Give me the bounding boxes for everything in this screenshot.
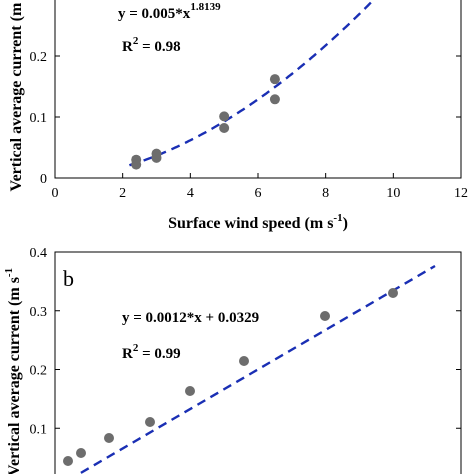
panel-a-x-tick-label: 6 xyxy=(255,186,262,201)
panel-a-r2: R2 = 0.98 xyxy=(122,35,181,55)
panel-b-y-tick-label: 0.3 xyxy=(30,305,48,320)
panel-b-y-tick-label: 0.4 xyxy=(30,246,48,261)
panel-a-points xyxy=(131,74,280,170)
panel-a-y-tick-label: 0 xyxy=(40,172,47,187)
panel-b-y-tick-label: 0.1 xyxy=(30,422,48,437)
panel-a-y-tick-label: 0.2 xyxy=(30,50,48,65)
panel-b-data-point xyxy=(388,288,398,298)
panel-b-data-point xyxy=(145,417,155,427)
panel-a-data-point xyxy=(151,148,162,159)
panel-b-r2: R2 = 0.99 xyxy=(122,342,181,362)
panel-b-fit-line xyxy=(76,264,436,474)
panel-b-data-point xyxy=(63,456,73,466)
panel-b-data-point xyxy=(239,356,249,366)
panel-a-data-point xyxy=(269,94,280,105)
panel-a-x-axis-title: Surface wind speed (m s-1) xyxy=(168,212,348,232)
panel-b-y-axis-title: Vertical average current (m s-1 xyxy=(3,268,23,474)
panel-a-x-tick-label: 10 xyxy=(386,186,400,201)
panel-a-x-tick-label: 12 xyxy=(454,186,468,201)
panel-a-x-tick-label: 2 xyxy=(119,186,126,201)
panel-b-data-point xyxy=(185,386,195,396)
panel-b-data-point xyxy=(104,433,114,443)
panel-a-data-point xyxy=(131,154,142,165)
panel-a-x-tick-label: 0 xyxy=(52,186,59,201)
panel-b-points xyxy=(63,288,398,466)
panel-a-data-point xyxy=(269,74,280,85)
panel-b-equation: y = 0.0012*x + 0.0329 xyxy=(122,310,259,326)
panel-b-y-tick-label: 0.2 xyxy=(30,364,48,379)
panel-b-y-ticks: 0.1 0.2 0.3 0.4 xyxy=(30,246,461,437)
panel-a-y-axis-title: Vertical average current (m s xyxy=(8,0,25,192)
panel-a-data-point xyxy=(219,111,230,122)
panel-a: 0 0.1 0.2 0.3 0 2 4 6 8 10 12 y = 0.005*x1.8139 R… xyxy=(8,0,468,232)
panel-a-fit-line xyxy=(129,0,376,167)
panel-a-x-tick-label: 4 xyxy=(187,186,194,201)
panel-a-equation: y = 0.005*x1.8139 xyxy=(118,1,221,22)
panel-b-label: b xyxy=(63,266,74,291)
panel-b: 0.1 0.2 0.3 0.4 b y = 0.0012*x + 0.0329 R2 … xyxy=(3,246,462,474)
panel-a-x-tick-label: 8 xyxy=(322,186,329,201)
panel-a-data-point xyxy=(219,122,230,133)
panel-b-data-point xyxy=(320,311,330,321)
panel-a-y-tick-label: 0.3 xyxy=(30,0,48,4)
panel-a-y-ticks: 0 0.1 0.2 0.3 xyxy=(30,0,461,187)
panel-a-plot-frame xyxy=(54,0,462,179)
panel-a-x-ticks: 0 2 4 6 8 10 12 xyxy=(52,173,468,201)
panel-b-plot-frame xyxy=(54,251,462,474)
panel-b-data-point xyxy=(76,448,86,458)
panel-a-y-tick-label: 0.1 xyxy=(30,111,48,126)
